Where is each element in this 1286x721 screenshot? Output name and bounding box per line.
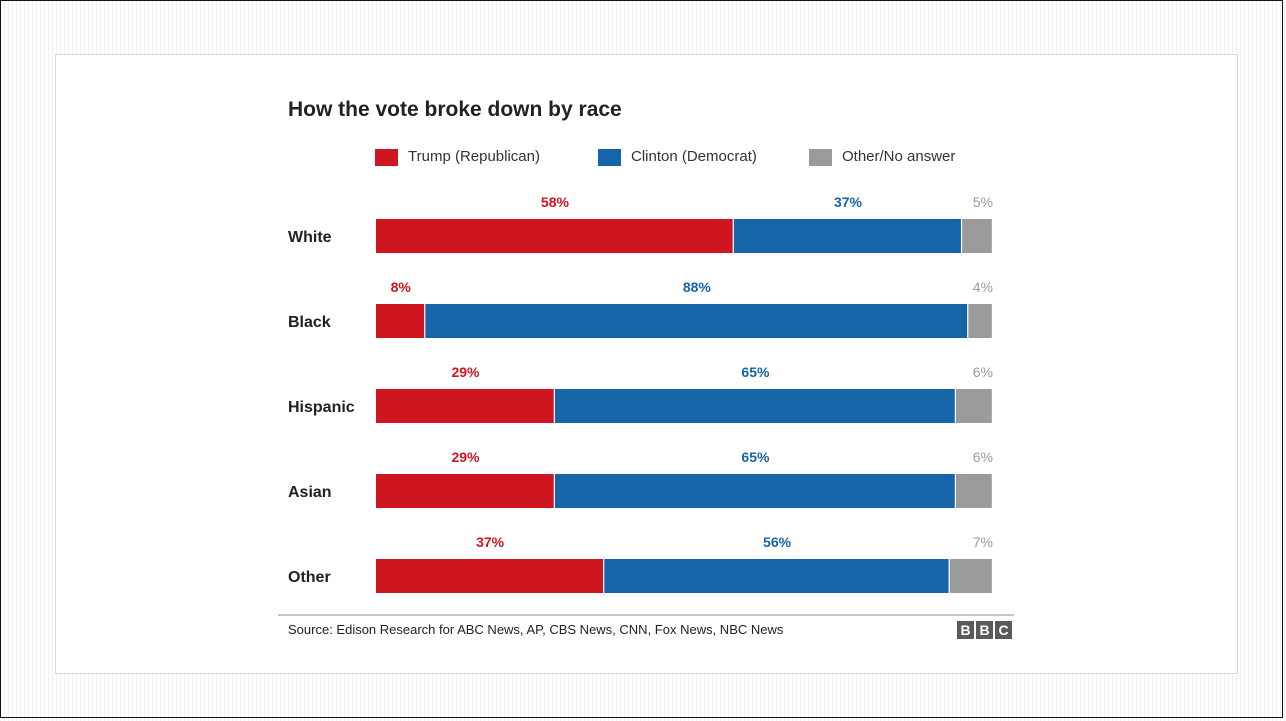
bar-segment-other	[955, 474, 992, 508]
bbc-logo-letter: C	[995, 621, 1012, 639]
bbc-logo-letter: B	[976, 621, 993, 639]
bar-segment-clinton	[604, 559, 949, 593]
data-label-clinton: 56%	[763, 534, 792, 550]
bar-segment-other	[949, 559, 992, 593]
data-label-trump: 29%	[451, 364, 480, 380]
category-label: Other	[288, 569, 331, 586]
data-label-other: 6%	[973, 364, 993, 380]
data-label-other: 4%	[973, 279, 993, 295]
legend-label-other: Other/No answer	[842, 148, 956, 165]
bar-segment-clinton	[554, 474, 955, 508]
data-label-other: 7%	[973, 534, 993, 550]
legend-label-trump: Trump (Republican)	[408, 148, 540, 165]
bar-segment-trump	[376, 559, 604, 593]
bar-segment-clinton	[554, 389, 955, 423]
bar-segment-trump	[376, 304, 425, 338]
legend-swatch-trump	[375, 149, 398, 166]
bar-segment-trump	[376, 219, 733, 253]
category-label: White	[288, 229, 332, 246]
data-label-clinton: 65%	[741, 364, 770, 380]
bar-segment-other	[962, 219, 992, 253]
bar-segment-trump	[376, 389, 554, 423]
data-label-clinton: 88%	[683, 279, 712, 295]
bbc-logo-letter: B	[957, 621, 974, 639]
chart-title: How the vote broke down by race	[288, 98, 622, 121]
data-label-clinton: 65%	[741, 449, 770, 465]
bar-segment-other	[955, 389, 992, 423]
data-label-clinton: 37%	[834, 194, 863, 210]
data-label-trump: 58%	[541, 194, 570, 210]
data-label-other: 6%	[973, 449, 993, 465]
category-label: Hispanic	[288, 399, 355, 416]
bar-segment-other	[968, 304, 992, 338]
legend-label-clinton: Clinton (Democrat)	[631, 148, 757, 165]
bar-segment-trump	[376, 474, 554, 508]
bar-segment-clinton	[425, 304, 968, 338]
category-label: Black	[288, 314, 331, 331]
source-note: Source: Edison Research for ABC News, AP…	[288, 622, 784, 637]
bar-segment-clinton	[733, 219, 961, 253]
data-label-trump: 8%	[391, 279, 412, 295]
data-label-trump: 29%	[451, 449, 480, 465]
legend-swatch-clinton	[598, 149, 621, 166]
legend-swatch-other	[809, 149, 832, 166]
data-label-trump: 37%	[476, 534, 505, 550]
category-label: Asian	[288, 484, 332, 501]
data-label-other: 5%	[973, 194, 993, 210]
